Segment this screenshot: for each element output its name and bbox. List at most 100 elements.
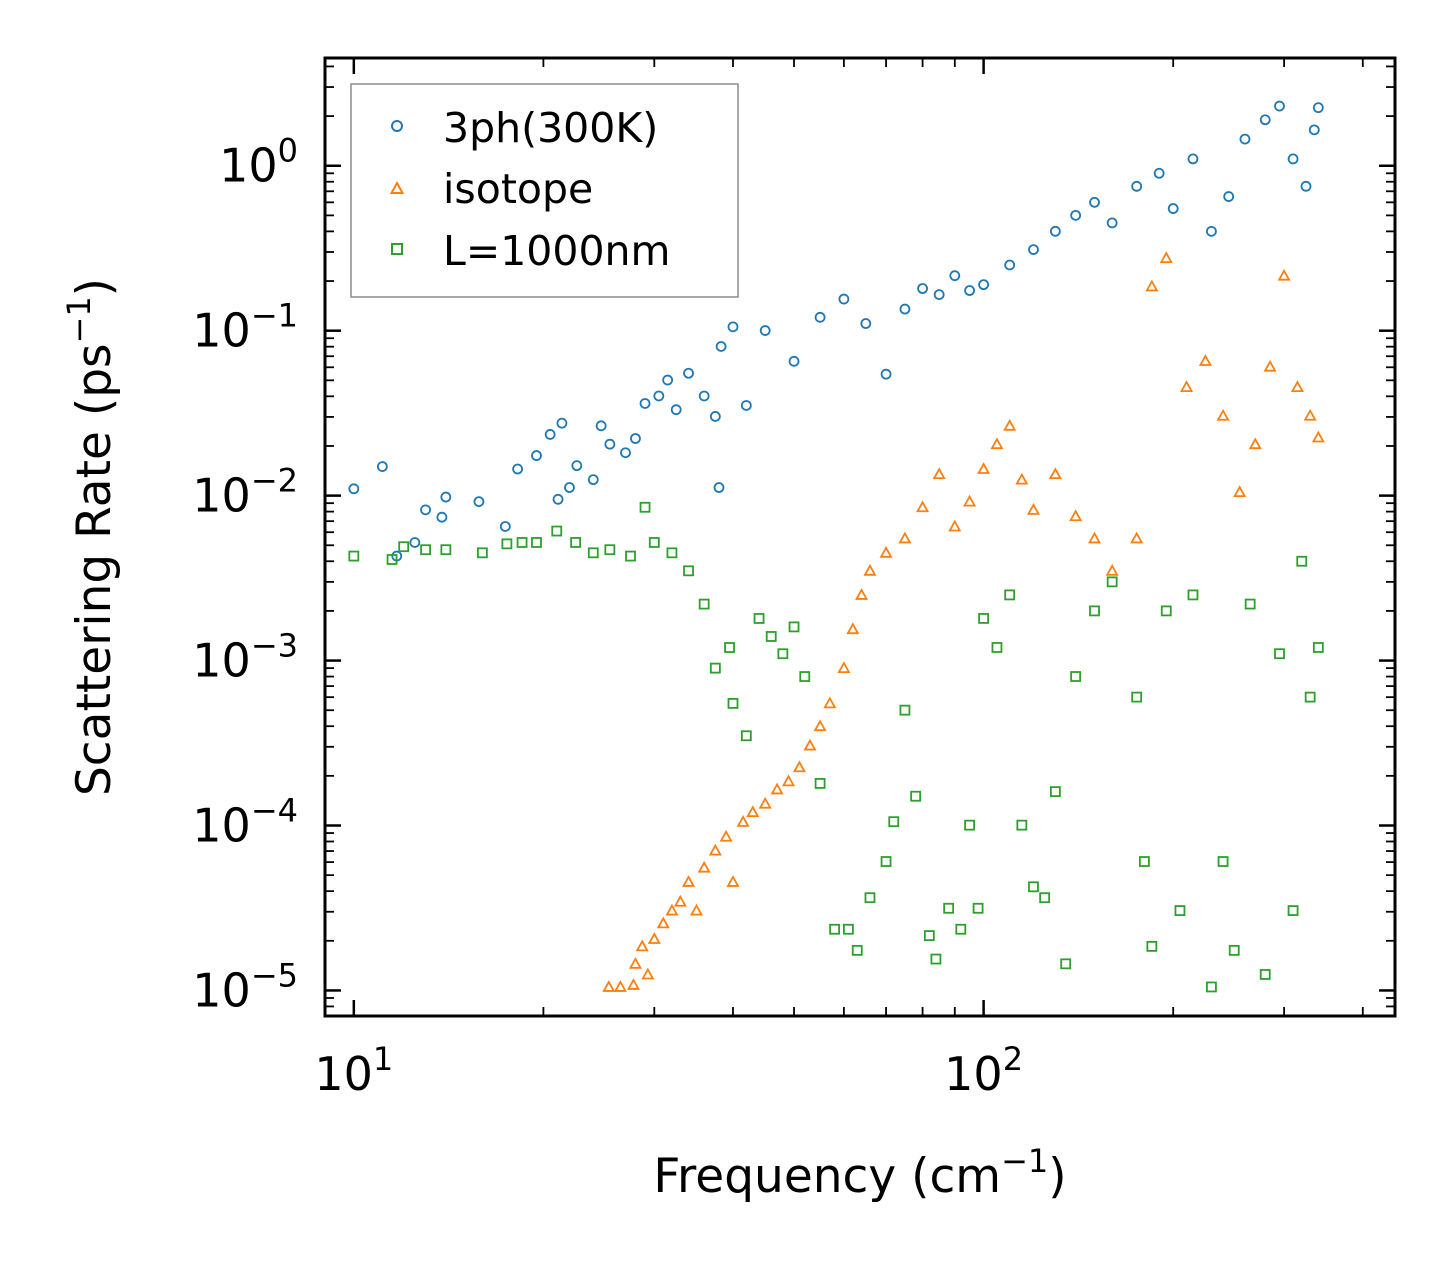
data-point [648,537,660,548]
data-point [709,411,721,422]
data-point [604,438,616,450]
legend-marker-circle [391,120,403,132]
data-point [955,923,967,935]
data-point [602,980,616,992]
data-point [923,930,935,942]
data-point [740,400,752,411]
data-point [814,311,826,323]
data-point [698,598,710,610]
data-point [916,500,930,513]
data-point [1089,196,1100,208]
legend-marker-triangle [389,180,405,194]
data-point [1296,555,1308,567]
data-point [1187,153,1199,165]
data-point [697,860,711,873]
data-point [662,374,674,386]
data-point [879,545,893,558]
data-point [799,671,811,682]
plot-frame [323,56,1397,1018]
data-point [990,437,1004,450]
data-point [1070,671,1082,682]
data-point [846,622,860,635]
data-point [736,815,750,827]
data-point [613,980,627,992]
data-point [630,433,641,444]
legend-label-3ph: 3ph(300K) [443,104,658,152]
x-tick-label: 102 [944,1040,1023,1101]
data-point [1015,472,1029,485]
data-point [436,511,448,523]
data-point [972,902,984,914]
data-point [1003,418,1017,431]
y-tick-label: 100 [219,132,298,193]
y-tick-label: 10−2 [192,462,298,523]
data-point [910,790,922,802]
data-point [1167,203,1179,214]
tick-labels: 101 102 100 10−1 10−2 10−3 10−4 10−5 [192,132,1023,1101]
data-point [440,544,452,556]
data-point [440,491,452,503]
data-point [1131,691,1143,703]
data-point [823,696,837,709]
data-point [1216,408,1230,421]
data-point [746,805,760,818]
data-point [683,565,694,577]
x-tick-label: 101 [314,1040,393,1101]
data-point [1187,589,1199,601]
series-2-points [348,501,1324,993]
data-point [880,856,892,867]
data-point [587,547,599,559]
data-point [1248,437,1262,450]
data-point [727,697,739,709]
y-axis-label: Scattering Rate (ps−1) [60,278,122,796]
data-point [715,341,727,352]
data-point [709,662,721,674]
data-point [978,279,990,291]
data-point [708,843,722,856]
data-point [1228,944,1240,956]
data-point [571,460,583,472]
y-tick-label: 10−3 [192,627,298,688]
data-point [758,796,772,809]
data-point [1087,531,1102,544]
data-point [1138,856,1150,867]
data-point [1146,940,1158,952]
y-tick-label: 10−1 [192,297,298,358]
data-point [977,462,991,474]
data-point [628,956,642,969]
data-point [963,494,977,507]
series-0-points [348,100,1324,562]
data-point [544,429,556,440]
data-point [964,285,975,296]
data-point [899,303,911,315]
data-point [626,978,641,990]
data-point [777,648,789,660]
data-point [641,967,655,980]
data-point [888,816,900,828]
data-point [713,482,725,493]
axis-ticks [324,58,1395,1017]
data-point [930,953,942,965]
data-point [899,704,911,716]
data-point [1145,279,1159,292]
data-point [948,519,962,532]
data-point [376,461,388,472]
data-point [683,367,694,379]
data-point [1070,209,1082,221]
data-point [635,939,649,952]
data-point [1131,180,1143,192]
data-point [531,537,542,548]
data-point [556,417,568,429]
data-point [1048,467,1062,480]
data-point [933,289,945,300]
data-point [1259,969,1271,980]
data-point [719,829,733,842]
data-point [991,642,1003,653]
data-point [1287,905,1299,916]
data-point [1312,102,1324,114]
data-point [837,661,851,673]
data-point [726,875,740,887]
series-1-points [602,251,1325,992]
data-point [943,902,955,914]
